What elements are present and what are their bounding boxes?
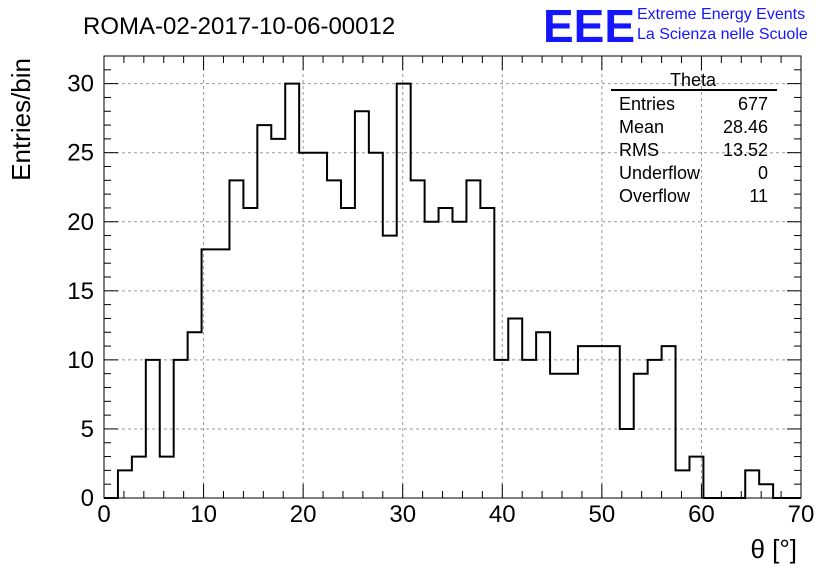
histogram-bin bbox=[662, 346, 676, 498]
histogram-bin bbox=[466, 180, 480, 498]
stats-value-entries: 677 bbox=[738, 94, 768, 114]
x-tick-label: 40 bbox=[489, 501, 516, 528]
histogram-bin bbox=[313, 153, 327, 498]
histogram-bin bbox=[620, 429, 634, 498]
eee-logo-line-1: Extreme Energy Events bbox=[637, 6, 805, 23]
x-tick-label: 60 bbox=[688, 501, 715, 528]
histogram-bin bbox=[160, 457, 174, 498]
histogram-bin bbox=[411, 180, 425, 498]
histogram-bin bbox=[648, 360, 662, 498]
histogram-bin bbox=[299, 153, 313, 498]
histogram-bin bbox=[592, 346, 606, 498]
y-axis-title: Entries/bin bbox=[6, 58, 36, 181]
y-tick-label: 25 bbox=[67, 140, 94, 167]
histogram-bin bbox=[564, 374, 578, 498]
histogram-bin bbox=[383, 236, 397, 498]
x-axis-title: θ [°] bbox=[750, 534, 797, 564]
histogram-bin bbox=[355, 111, 369, 498]
grid bbox=[104, 56, 801, 498]
y-tick-label: 30 bbox=[67, 71, 94, 98]
histogram-bin bbox=[188, 332, 202, 498]
histogram-bin bbox=[174, 360, 188, 498]
eee-logo-mark: EEE bbox=[543, 0, 635, 52]
stats-box: Theta Entries 677 Mean 28.46 RMS 13.52 U… bbox=[611, 70, 777, 206]
histogram-series bbox=[104, 82, 801, 499]
y-tick-label: 10 bbox=[67, 347, 94, 374]
histogram-bin bbox=[536, 332, 550, 498]
histogram-bin bbox=[341, 208, 355, 498]
stats-label-rms: RMS bbox=[619, 140, 659, 160]
eee-logo-line-2: La Scienza nelle Scuole bbox=[637, 26, 808, 43]
stats-value-mean: 28.46 bbox=[723, 117, 768, 137]
x-tick-label: 20 bbox=[290, 501, 317, 528]
stats-label-mean: Mean bbox=[619, 117, 664, 137]
x-tick-label: 30 bbox=[389, 501, 416, 528]
eee-logo: EEE Extreme Energy Events La Scienza nel… bbox=[543, 0, 808, 52]
histogram-bin bbox=[216, 249, 230, 498]
x-tick-label: 0 bbox=[97, 501, 110, 528]
x-tick-label: 70 bbox=[788, 501, 815, 528]
plot-frame bbox=[103, 55, 802, 499]
histogram-bin bbox=[606, 346, 620, 498]
x-tick-label: 50 bbox=[589, 501, 616, 528]
chart-title: ROMA-02-2017-10-06-00012 bbox=[83, 13, 395, 40]
histogram-bin bbox=[676, 470, 690, 498]
y-tick-label: 20 bbox=[67, 209, 94, 236]
stats-label-underflow: Underflow bbox=[619, 163, 701, 183]
histogram-bin bbox=[327, 180, 341, 498]
axis-ticks bbox=[103, 55, 802, 499]
histogram-bin bbox=[745, 470, 759, 498]
histogram-bin bbox=[243, 208, 257, 498]
x-tick-label: 10 bbox=[190, 501, 217, 528]
stats-value-rms: 13.52 bbox=[723, 140, 768, 160]
histogram-bin bbox=[369, 153, 383, 498]
histogram-bin bbox=[118, 470, 132, 498]
y-tick-label: 5 bbox=[81, 416, 94, 443]
y-tick-label: 15 bbox=[67, 278, 94, 305]
stats-label-entries: Entries bbox=[619, 94, 675, 114]
histogram-bin bbox=[271, 139, 285, 498]
stats-value-underflow: 0 bbox=[758, 163, 768, 183]
histogram-bin bbox=[578, 346, 592, 498]
stats-label-overflow: Overflow bbox=[619, 186, 691, 206]
histogram-bin bbox=[257, 125, 271, 498]
histogram-bin bbox=[508, 318, 522, 498]
y-tick-label: 0 bbox=[81, 485, 94, 512]
histogram-bin bbox=[550, 374, 564, 498]
histogram-bin bbox=[634, 374, 648, 498]
tick-labels: 0 10 20 30 40 50 60 70 0 5 10 15 20 25 30 bbox=[67, 71, 814, 528]
stats-title: Theta bbox=[670, 70, 717, 90]
histogram-bin bbox=[439, 208, 453, 498]
stats-value-overflow: 11 bbox=[749, 186, 768, 206]
histogram-bin bbox=[229, 180, 243, 498]
histogram-bin bbox=[480, 208, 494, 498]
